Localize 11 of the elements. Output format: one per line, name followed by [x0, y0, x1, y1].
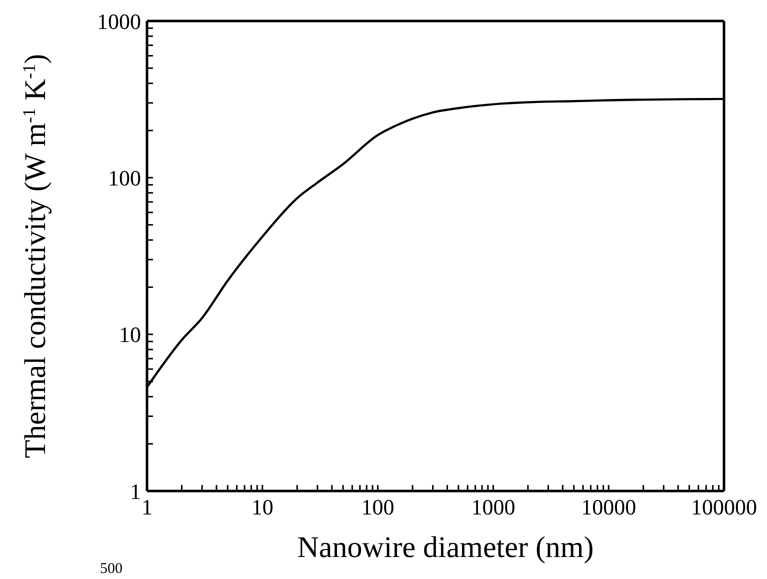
- x-tick-label: 100000: [691, 494, 757, 520]
- y-tick-label: 10: [119, 322, 141, 348]
- x-tick-label: 10000: [581, 494, 636, 520]
- x-tick-label: 1000: [471, 494, 516, 520]
- x-tick-label: 10: [251, 494, 274, 520]
- y-tick-label: 1000: [97, 8, 141, 34]
- text: 500: [100, 561, 122, 577]
- y-tick-label: 1: [130, 478, 141, 504]
- y-tick-label: 100: [108, 165, 141, 190]
- x-tick-label: 100: [361, 494, 394, 520]
- x-axis-title: Nanowire diameter (nm): [297, 531, 594, 564]
